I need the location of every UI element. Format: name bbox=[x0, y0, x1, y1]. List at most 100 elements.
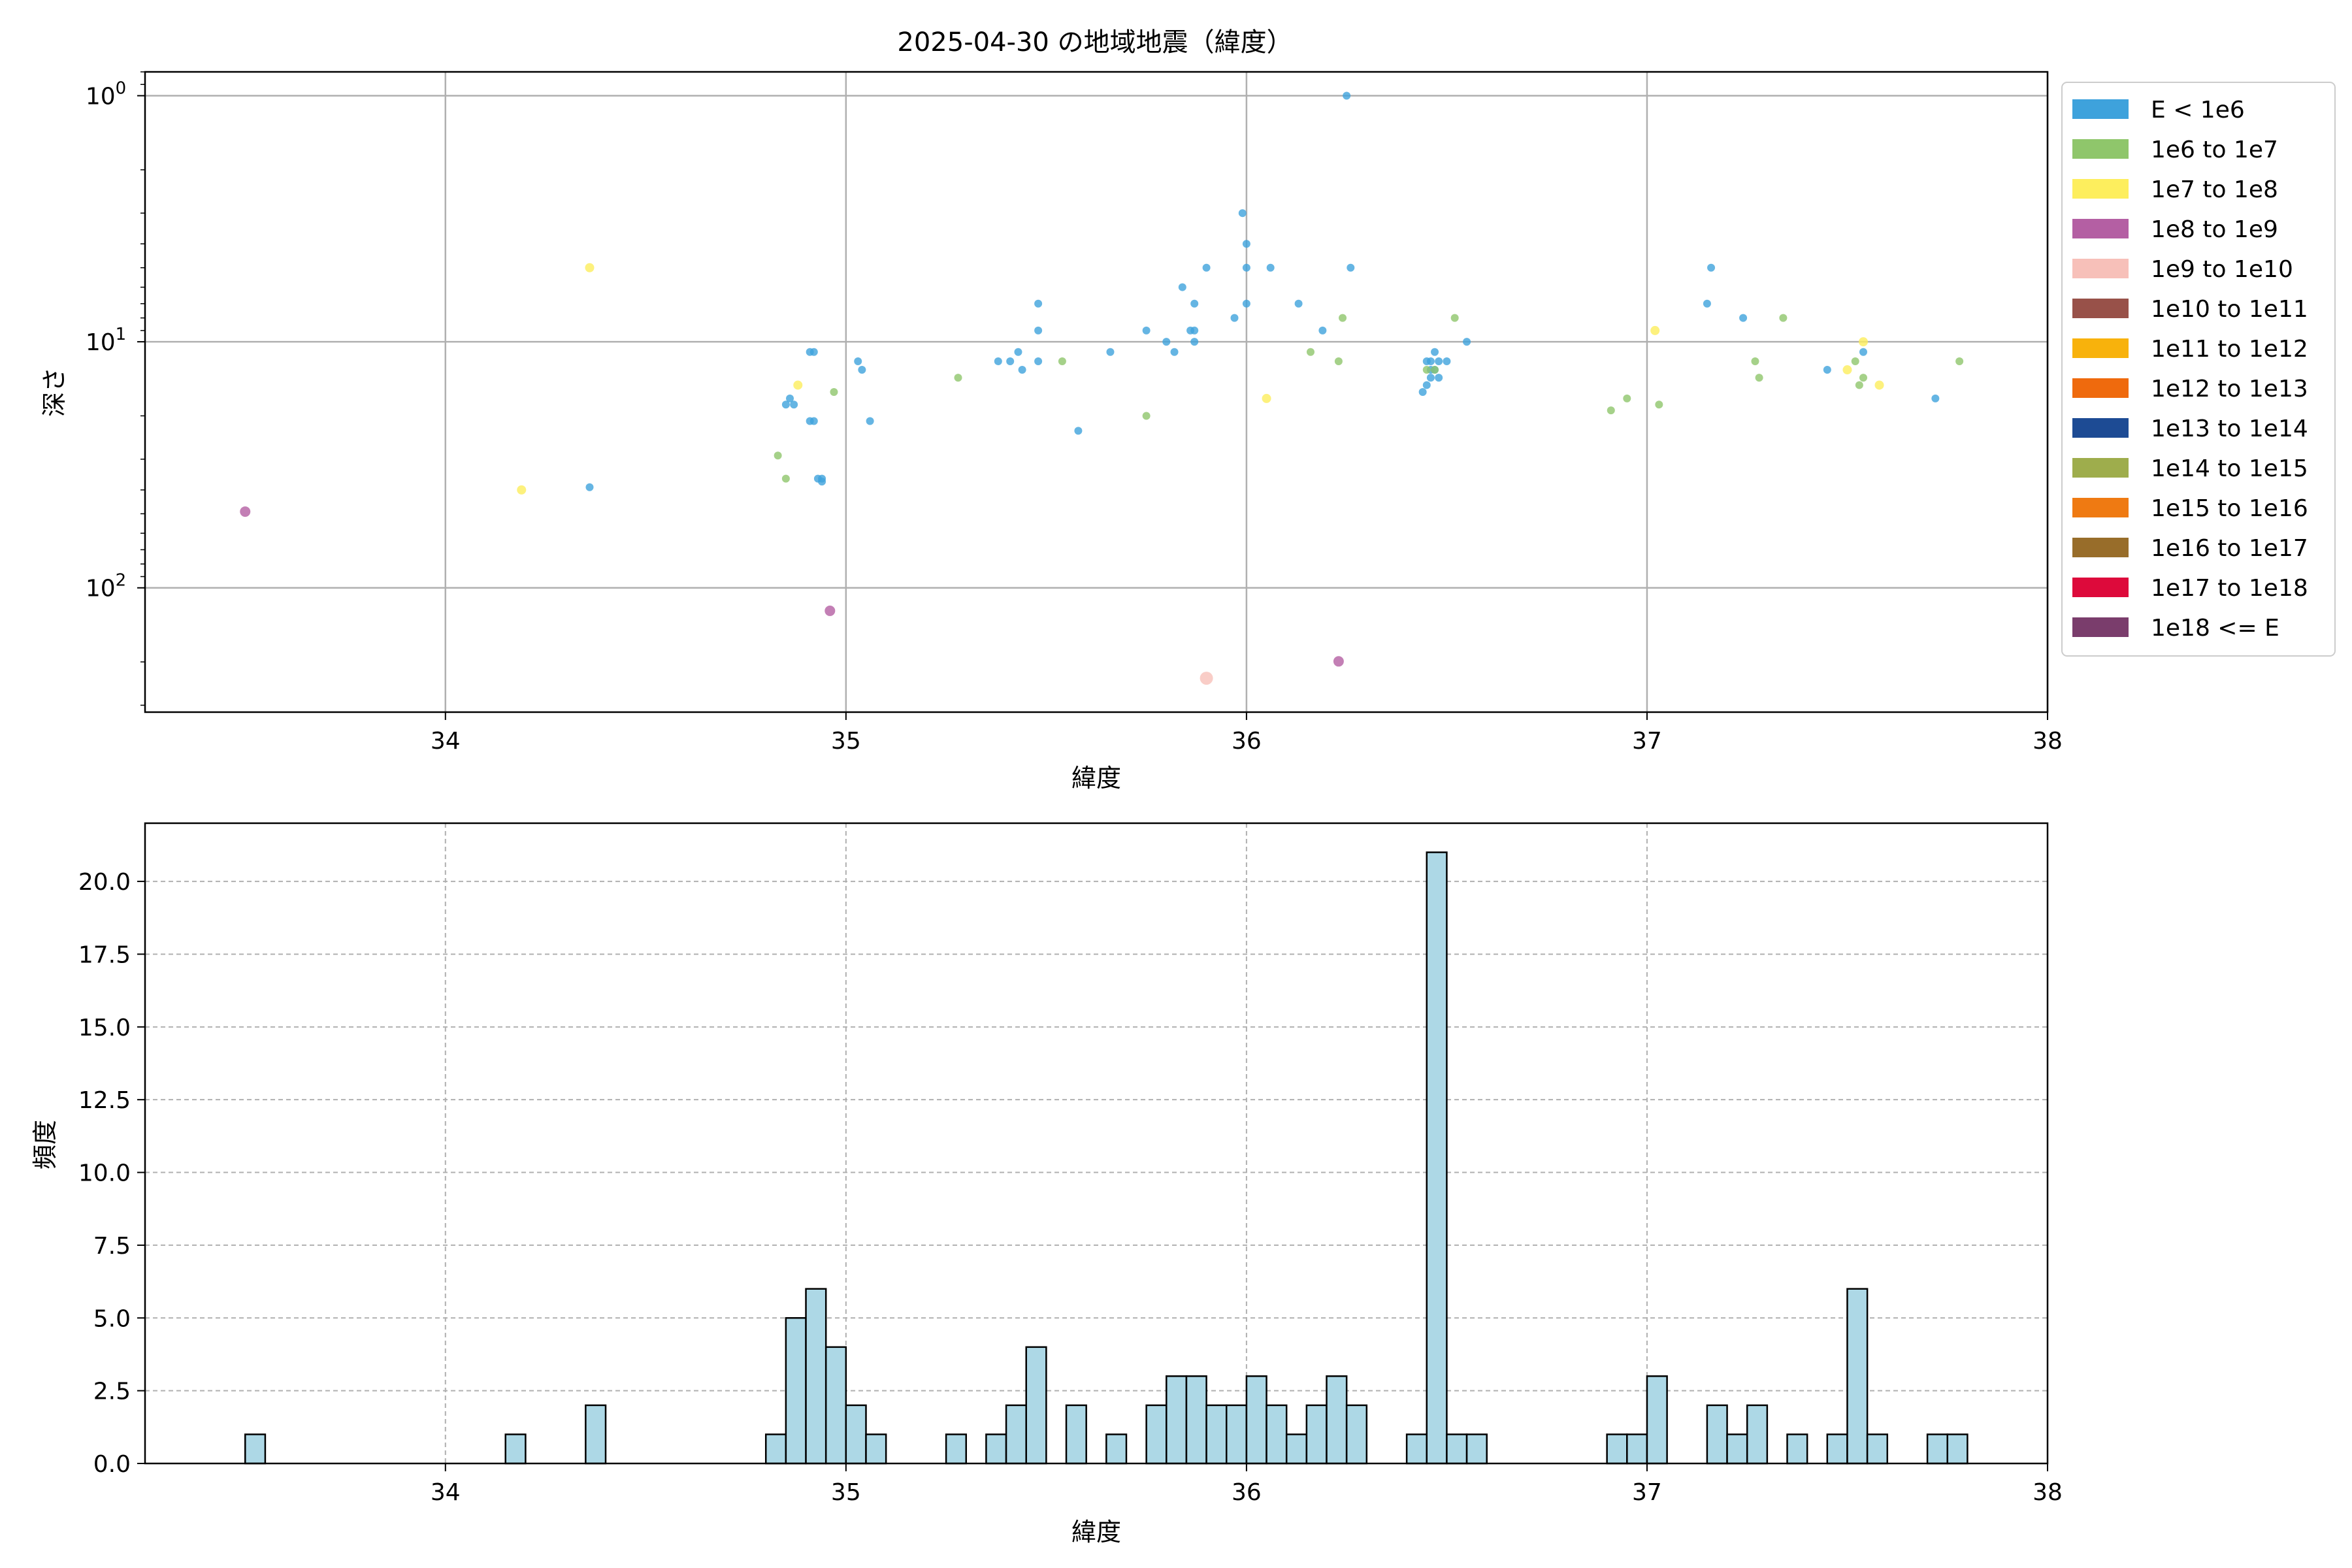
scatter-point bbox=[1014, 348, 1022, 356]
histogram-chart: 34 35 36 37 38 0.0 2.5 5.0 7.5 10.0 12.5 15.0 17.5 20… bbox=[31, 822, 2063, 1546]
histogram-ticks: 34 35 36 37 38 0.0 2.5 5.0 7.5 10.0 12.5 15.0 17.5 20… bbox=[78, 869, 2063, 1506]
scatter-point bbox=[790, 400, 798, 409]
histogram-bar bbox=[764, 1433, 787, 1465]
scatter-point bbox=[809, 417, 818, 425]
scatter-point bbox=[1318, 326, 1327, 335]
scatter-point bbox=[1333, 656, 1344, 667]
chart-title: 2025-04-30 の地域地震（緯度） bbox=[897, 27, 1292, 57]
scatter-point bbox=[793, 380, 803, 390]
scatter-point bbox=[1751, 357, 1759, 365]
legend-swatch bbox=[2072, 578, 2129, 597]
histogram-grid bbox=[145, 823, 2048, 1464]
scatter-point bbox=[994, 357, 1002, 365]
histogram-bar bbox=[1446, 1433, 1468, 1465]
scatter-points bbox=[240, 91, 1964, 685]
scatter-point bbox=[1202, 263, 1211, 272]
scatter-point bbox=[781, 474, 790, 483]
histogram-bar bbox=[785, 1317, 807, 1465]
scatter-point bbox=[517, 485, 527, 495]
scatter-point bbox=[1955, 357, 1964, 365]
scatter-point bbox=[240, 506, 251, 517]
scatter-point bbox=[1058, 357, 1066, 365]
scatter-point bbox=[830, 388, 838, 396]
scatter-point bbox=[1463, 338, 1471, 346]
histogram-bar bbox=[1646, 1375, 1668, 1465]
scatter-point bbox=[774, 451, 782, 460]
legend-swatch bbox=[2072, 259, 2129, 278]
legend-label: 1e9 to 1e10 bbox=[2151, 256, 2293, 283]
scatter-point bbox=[1242, 299, 1250, 308]
legend-label: 1e7 to 1e8 bbox=[2151, 176, 2278, 203]
histogram-bar bbox=[805, 1288, 827, 1465]
scatter-point bbox=[1334, 357, 1343, 365]
histogram-bar bbox=[1866, 1433, 1889, 1465]
scatter-point bbox=[1178, 283, 1186, 291]
legend-swatch bbox=[2072, 498, 2129, 517]
scatter-point bbox=[866, 417, 874, 425]
legend-swatch bbox=[2072, 99, 2129, 119]
histogram-bar bbox=[1946, 1433, 1968, 1465]
scatter-point bbox=[1200, 672, 1213, 685]
scatter-point bbox=[1426, 374, 1435, 382]
histogram-bar bbox=[1305, 1404, 1328, 1465]
scatter-point bbox=[1739, 314, 1748, 322]
scatter-point bbox=[1851, 357, 1859, 365]
scatter-point bbox=[1422, 381, 1431, 389]
scatter-point bbox=[1339, 314, 1347, 322]
legend-label: 1e18 <= E bbox=[2151, 615, 2279, 642]
scatter-point bbox=[1703, 299, 1711, 308]
scatter-y-tick-label: 102 bbox=[86, 571, 126, 602]
scatter-point bbox=[818, 474, 826, 483]
histogram-bar bbox=[1145, 1404, 1168, 1465]
histogram-x-tick-label: 34 bbox=[431, 1479, 461, 1506]
scatter-point bbox=[1106, 348, 1115, 356]
scatter-point bbox=[1859, 374, 1867, 382]
scatter-point bbox=[1294, 299, 1303, 308]
scatter-point bbox=[1431, 348, 1439, 356]
histogram-y-tick-label: 17.5 bbox=[78, 941, 131, 968]
scatter-point bbox=[1306, 348, 1315, 356]
scatter-axes-frame bbox=[144, 71, 2049, 713]
histogram-bar bbox=[1846, 1288, 1869, 1465]
histogram-bar bbox=[1185, 1375, 1207, 1465]
scatter-point bbox=[1779, 314, 1788, 322]
scatter-x-tick-label: 38 bbox=[2033, 728, 2063, 755]
histogram-bar bbox=[1405, 1433, 1428, 1465]
histogram-bar bbox=[1786, 1433, 1808, 1465]
scatter-point bbox=[1347, 263, 1355, 272]
scatter-point bbox=[1262, 393, 1271, 403]
scatter-point bbox=[854, 357, 862, 365]
legend-swatch bbox=[2072, 139, 2129, 159]
histogram-y-tick-label: 0.0 bbox=[93, 1451, 131, 1478]
scatter-point bbox=[1034, 357, 1043, 365]
histogram-bar bbox=[825, 1346, 847, 1465]
scatter-point bbox=[858, 366, 866, 374]
scatter-y-tick-label: 100 bbox=[86, 78, 126, 110]
scatter-point bbox=[1655, 400, 1663, 409]
legend-label: 1e10 to 1e11 bbox=[2151, 296, 2308, 323]
legend-swatch bbox=[2072, 538, 2129, 557]
scatter-y-axis-label: 深さ bbox=[40, 367, 69, 417]
legend-label: 1e6 to 1e7 bbox=[2151, 137, 2278, 163]
scatter-point bbox=[1238, 209, 1247, 218]
scatter-point bbox=[1162, 338, 1171, 346]
scatter-point bbox=[1034, 299, 1043, 308]
histogram-bar bbox=[845, 1404, 867, 1465]
histogram-x-tick-label: 36 bbox=[1232, 1479, 1262, 1506]
histogram-bar bbox=[985, 1433, 1007, 1465]
legend-swatch bbox=[2072, 617, 2129, 637]
scatter-point bbox=[1607, 406, 1615, 415]
scatter-x-tick-label: 36 bbox=[1232, 728, 1262, 755]
scatter-point bbox=[1142, 326, 1151, 335]
scatter-point bbox=[1874, 380, 1884, 390]
scatter-point bbox=[781, 400, 790, 409]
histogram-bar bbox=[1626, 1433, 1648, 1465]
histogram-bar bbox=[1205, 1404, 1228, 1465]
histogram-bar bbox=[1465, 1433, 1488, 1465]
legend-swatch bbox=[2072, 299, 2129, 318]
scatter-point bbox=[1422, 366, 1431, 374]
legend-label: 1e13 to 1e14 bbox=[2151, 416, 2308, 442]
histogram-bars bbox=[244, 851, 1968, 1465]
histogram-bar bbox=[1426, 851, 1448, 1465]
